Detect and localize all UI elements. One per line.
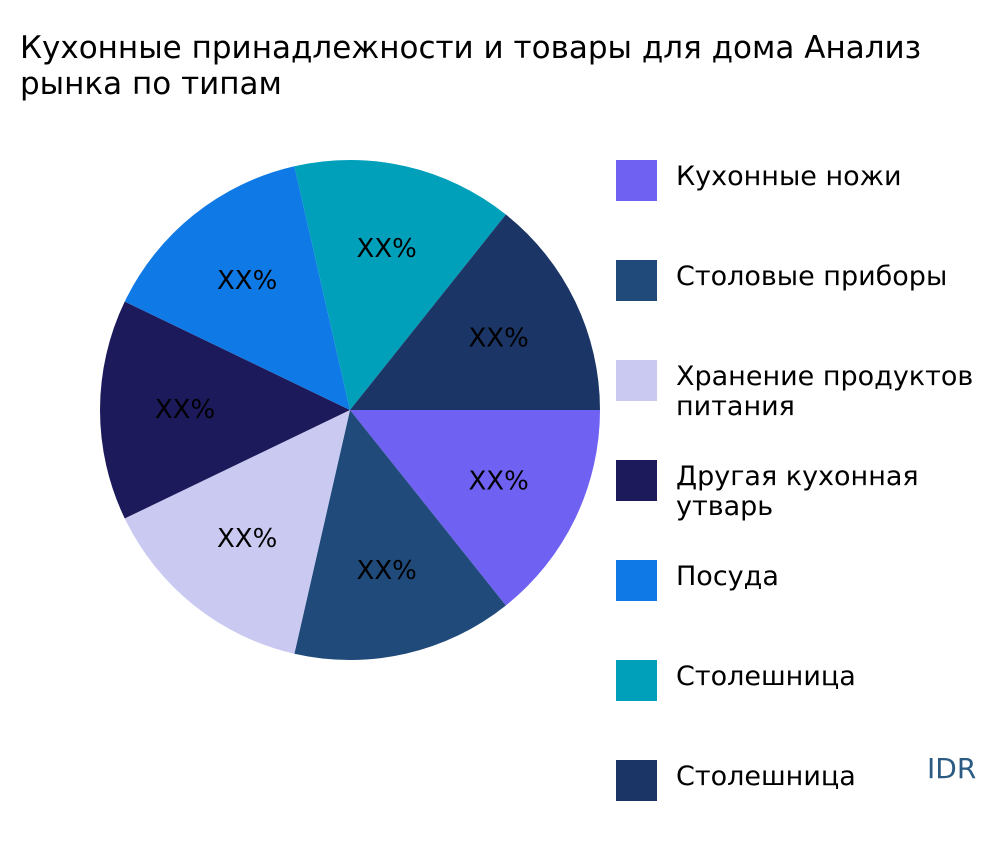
pie-slice-5 xyxy=(124,166,350,410)
legend-swatch xyxy=(616,460,657,501)
pie-slice-6 xyxy=(294,160,506,410)
legend-item-5: Посуда xyxy=(616,560,1000,660)
chart-title: Кухонные принадлежности и товары для дом… xyxy=(20,30,922,102)
watermark-logo: IDR xyxy=(927,752,977,785)
legend-item-3: Хранение продуктов питания xyxy=(616,360,1000,460)
legend-item-6: Столешница xyxy=(616,660,1000,760)
pie-slice-label-6: XX% xyxy=(357,234,417,264)
pie-chart: XX% XX% XX% XX% XX% XX% XX% xyxy=(100,160,600,660)
pie-slice-label-7: XX% xyxy=(468,323,528,353)
legend-item-1: Кухонные ножи xyxy=(616,160,1000,260)
pie-slice-2 xyxy=(294,410,506,660)
pie-slice-3 xyxy=(124,410,350,654)
pie-slice-label-1: XX% xyxy=(468,467,528,497)
legend-swatch xyxy=(616,760,657,801)
legend-swatch xyxy=(616,260,657,301)
pie-slice-label-4: XX% xyxy=(155,395,215,425)
legend-item-7: Столешница xyxy=(616,760,1000,860)
pie-slice-1 xyxy=(350,410,600,606)
pie-slice-label-2: XX% xyxy=(357,556,417,586)
legend-label: Кухонные ножи xyxy=(676,161,902,192)
legend-swatch xyxy=(616,660,657,701)
legend-label: Хранение продуктов питания xyxy=(676,361,974,422)
legend-label: Столешница xyxy=(676,661,856,692)
legend-swatch xyxy=(616,560,657,601)
legend-item-2: Столовые приборы xyxy=(616,260,1000,360)
pie-slice-label-3: XX% xyxy=(217,524,277,554)
legend-swatch xyxy=(616,360,657,401)
legend-label: Столешница xyxy=(676,761,856,792)
pie-slice-label-5: XX% xyxy=(217,266,277,296)
pie-slice-7 xyxy=(350,214,600,410)
legend-label: Столовые приборы xyxy=(676,261,948,292)
legend-label: Посуда xyxy=(676,561,779,592)
chart-legend: Кухонные ножи Столовые приборы Хранение пр… xyxy=(616,160,1000,860)
legend-swatch xyxy=(616,160,657,201)
legend-item-4: Другая кухонная утварь xyxy=(616,460,1000,560)
pie-slice-4 xyxy=(100,301,350,519)
legend-label: Другая кухонная утварь xyxy=(676,461,919,522)
